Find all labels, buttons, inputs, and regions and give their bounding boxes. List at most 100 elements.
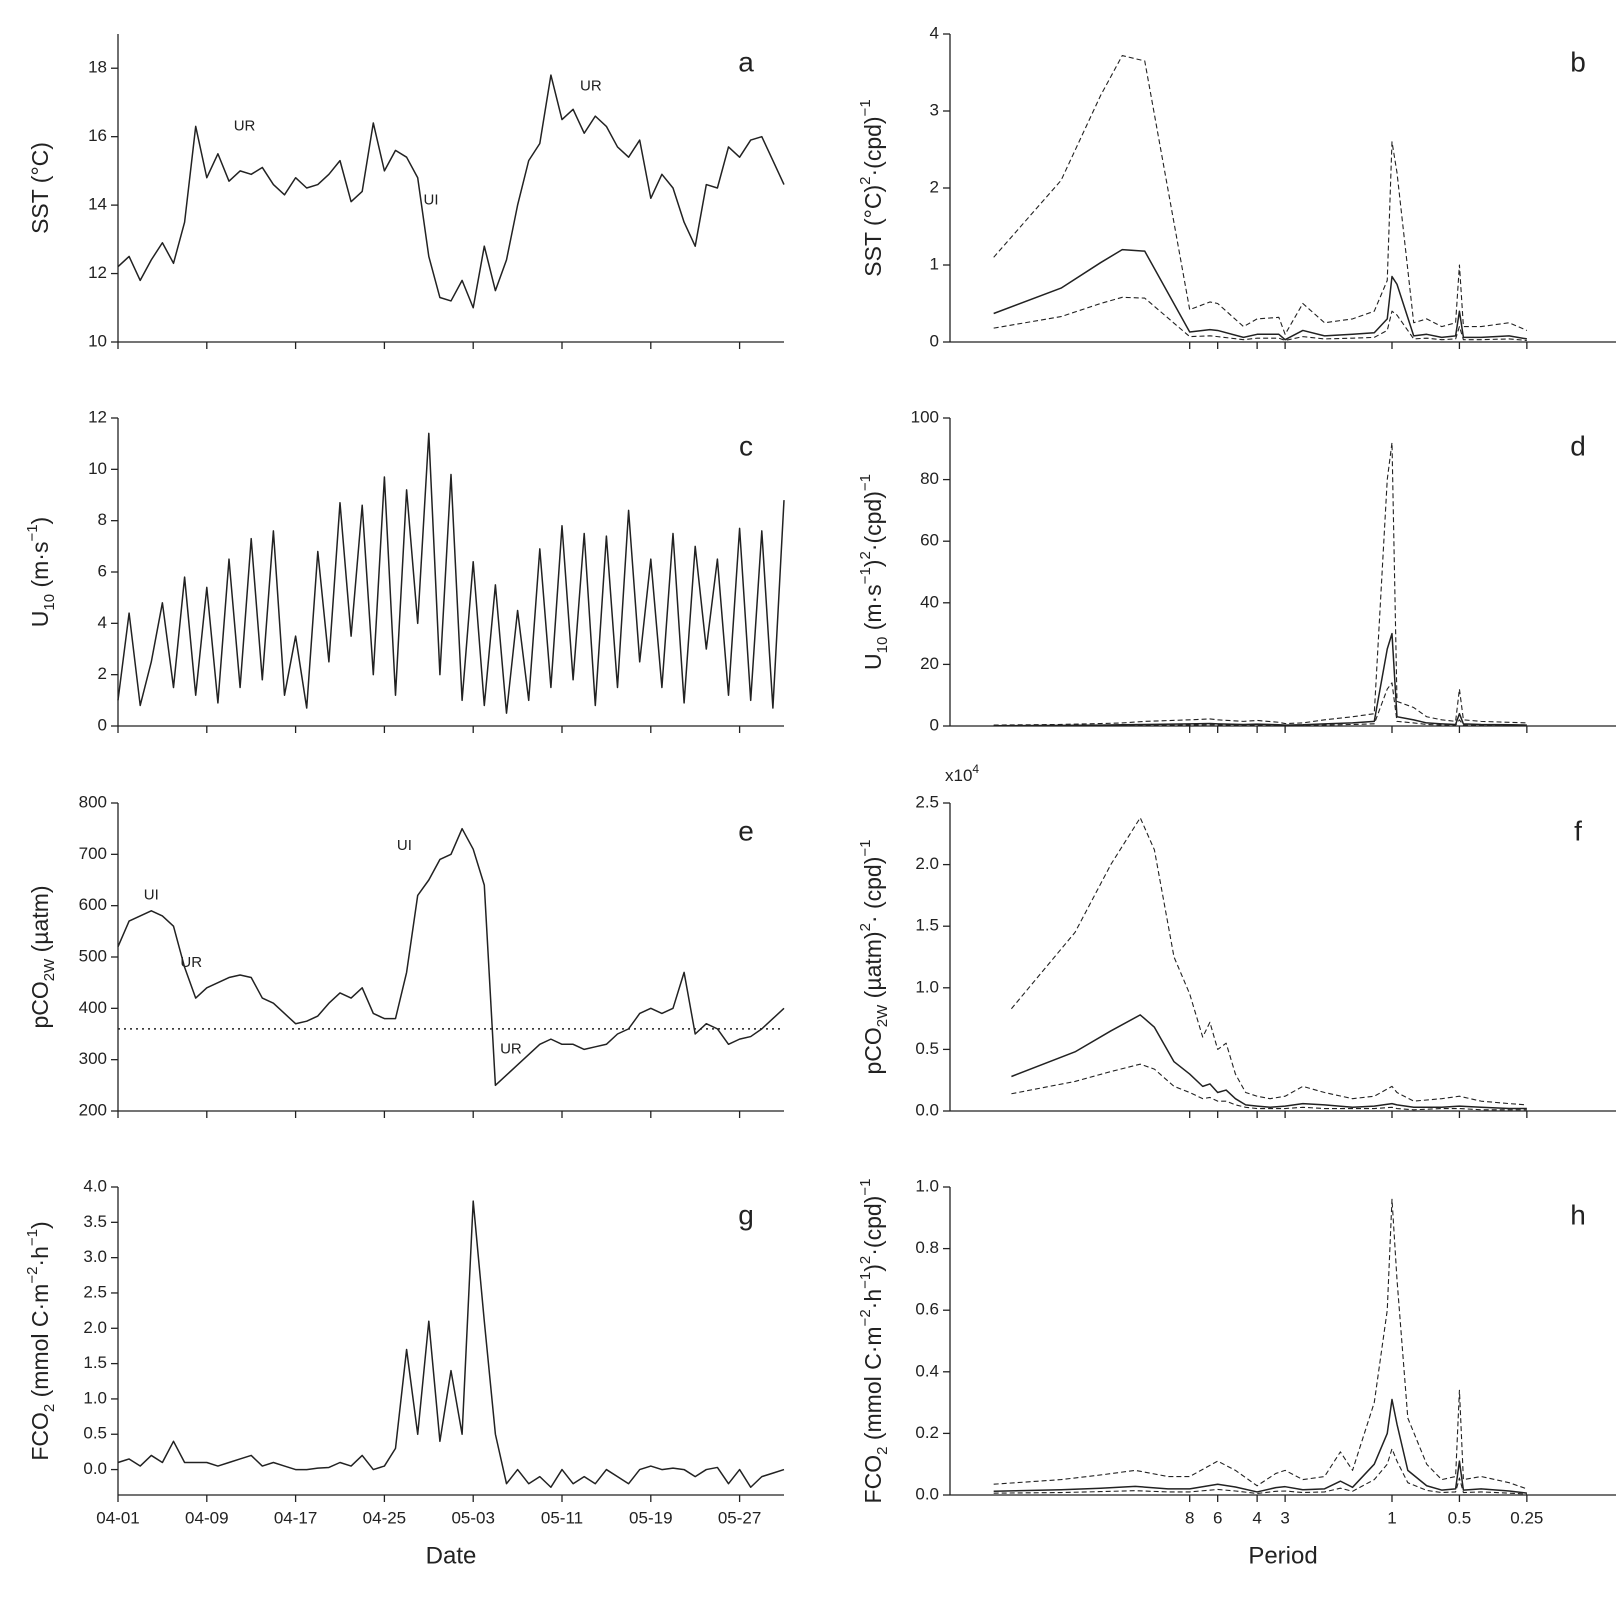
x-tick-label: 05-19 — [629, 1508, 672, 1527]
y-axis-label-part: (mmol C·m — [27, 1284, 53, 1404]
y-tick-label: 6 — [98, 561, 107, 580]
y-axis-label: FCO2 (mmol C·m−2·h−1) — [24, 1221, 58, 1460]
y-axis-label-part: 2 — [874, 1447, 891, 1455]
y-tick-label: 1.0 — [915, 977, 939, 996]
x-tick-label: 3 — [1280, 1508, 1289, 1527]
y-axis-label-part: ) — [860, 1264, 886, 1272]
x-tick-label: 05-27 — [718, 1508, 761, 1527]
x-tick-label: 04-25 — [363, 1508, 406, 1527]
y-axis-label-part: −1 — [857, 839, 874, 856]
y-axis-label-part: 10 — [41, 594, 58, 611]
y-axis-label-part: 10 — [874, 637, 891, 654]
x-axis-title: Period — [1248, 1542, 1317, 1569]
y-tick-label: 2.0 — [83, 1318, 107, 1337]
y-tick-label: 200 — [79, 1100, 107, 1119]
y-axis-label-part: 2W — [41, 958, 58, 981]
y-axis-label-part: ·h — [27, 1246, 53, 1266]
y-axis-label-part: (m·s — [860, 584, 886, 636]
y-multiplier-exp: 4 — [972, 762, 979, 776]
y-tick-label: 500 — [79, 946, 107, 965]
y-axis-label-part: SST (°C) — [860, 185, 886, 277]
data-line — [993, 1198, 1528, 1490]
annotation: UR — [180, 954, 202, 971]
panel-label: g — [738, 1199, 754, 1230]
y-tick-label: 0 — [98, 715, 107, 734]
y-axis-label-part: SST (°C) — [27, 142, 53, 234]
y-axis-label-part: 2 — [41, 1404, 58, 1412]
y-tick-label: 1 — [930, 254, 939, 273]
y-axis-label-part: 2 — [857, 176, 874, 184]
y-axis-label-part: 2 — [857, 1256, 874, 1264]
y-tick-label: 700 — [79, 844, 107, 863]
y-axis-label-part: −1 — [857, 474, 874, 491]
y-tick-label: 10 — [88, 331, 107, 350]
y-tick-label: 600 — [79, 895, 107, 914]
y-tick-label: 18 — [88, 58, 107, 77]
y-axis-label: FCO2 (mmol C·m−2·h−1)2·(cpd)−1 — [857, 1179, 891, 1504]
panel-label: e — [738, 815, 754, 846]
x-tick-label: 0.5 — [1448, 1508, 1472, 1527]
y-tick-label: 40 — [920, 592, 939, 611]
y-axis-label-part: FCO — [860, 1455, 886, 1504]
y-tick-label: 12 — [88, 263, 107, 282]
data-line — [993, 55, 1528, 335]
y-tick-label: 4 — [930, 23, 939, 42]
x-tick-label: 05-03 — [451, 1508, 494, 1527]
data-line — [1011, 1063, 1527, 1111]
y-tick-label: 3.0 — [83, 1247, 107, 1266]
y-axis-label-part: (mmol C·m — [860, 1326, 886, 1446]
panel-label: b — [1570, 46, 1586, 77]
y-tick-label: 1.0 — [915, 1176, 939, 1195]
y-tick-label: 400 — [79, 998, 107, 1017]
y-tick-label: 0.8 — [915, 1238, 939, 1257]
y-axis-label-part: ·(cpd) — [860, 116, 886, 176]
y-tick-label: 10 — [88, 459, 107, 478]
panel-label: d — [1570, 430, 1586, 461]
annotation: UI — [144, 886, 159, 903]
y-axis-label-part: ·(cpd) — [860, 1196, 886, 1256]
y-axis-label: pCO2W (µatm)2· (cpd)−1 — [857, 839, 891, 1074]
y-axis-label-part: −1 — [857, 567, 874, 584]
panel-label: f — [1574, 815, 1582, 846]
y-tick-label: 60 — [920, 531, 939, 550]
y-tick-label: 1.0 — [83, 1388, 107, 1407]
y-axis-label: SST (°C) — [27, 142, 53, 234]
y-tick-label: 0.0 — [915, 1100, 939, 1119]
y-axis-label-part: ) — [27, 517, 53, 525]
y-tick-label: 0.5 — [915, 1039, 939, 1058]
data-line — [117, 827, 785, 1087]
y-axis-label-part: ) — [27, 1221, 53, 1229]
y-tick-label: 300 — [79, 1049, 107, 1068]
y-axis-label-part: pCO — [860, 1027, 886, 1074]
y-tick-label: 0.0 — [83, 1459, 107, 1478]
data-line — [993, 442, 1527, 726]
x-axis-title: Date — [426, 1542, 477, 1569]
annotation: UI — [424, 191, 439, 208]
y-axis-label: U10 (m·s−1) — [24, 517, 58, 627]
data-line — [117, 1200, 785, 1488]
y-axis-label-part: 2W — [874, 1004, 891, 1027]
data-line — [993, 632, 1527, 727]
annotation: UI — [397, 837, 412, 854]
data-line — [993, 296, 1527, 342]
y-axis-label: pCO2W (µatm) — [27, 885, 58, 1028]
y-axis-label-part: −1 — [24, 1229, 41, 1246]
x-tick-label: 04-17 — [274, 1508, 317, 1527]
y-tick-label: 0.5 — [83, 1424, 107, 1443]
y-tick-label: 4 — [98, 613, 107, 632]
y-axis-label-part: 2 — [857, 923, 874, 931]
y-tick-label: 2.0 — [915, 854, 939, 873]
y-tick-label: 0.4 — [915, 1361, 939, 1380]
y-axis-label-part: −1 — [24, 524, 41, 541]
y-tick-label: 12 — [88, 407, 107, 426]
y-tick-label: 1.5 — [915, 916, 939, 935]
data-line — [1011, 1014, 1527, 1110]
y-tick-label: 1.5 — [83, 1353, 107, 1372]
panel-label: a — [738, 46, 754, 77]
y-axis-label-part: · (cpd) — [860, 857, 886, 923]
y-tick-label: 0.6 — [915, 1300, 939, 1319]
y-axis-label-part: −2 — [857, 1309, 874, 1326]
y-axis-label-part: ) — [860, 560, 886, 568]
y-tick-label: 100 — [911, 407, 939, 426]
x-tick-label: 4 — [1252, 1508, 1261, 1527]
